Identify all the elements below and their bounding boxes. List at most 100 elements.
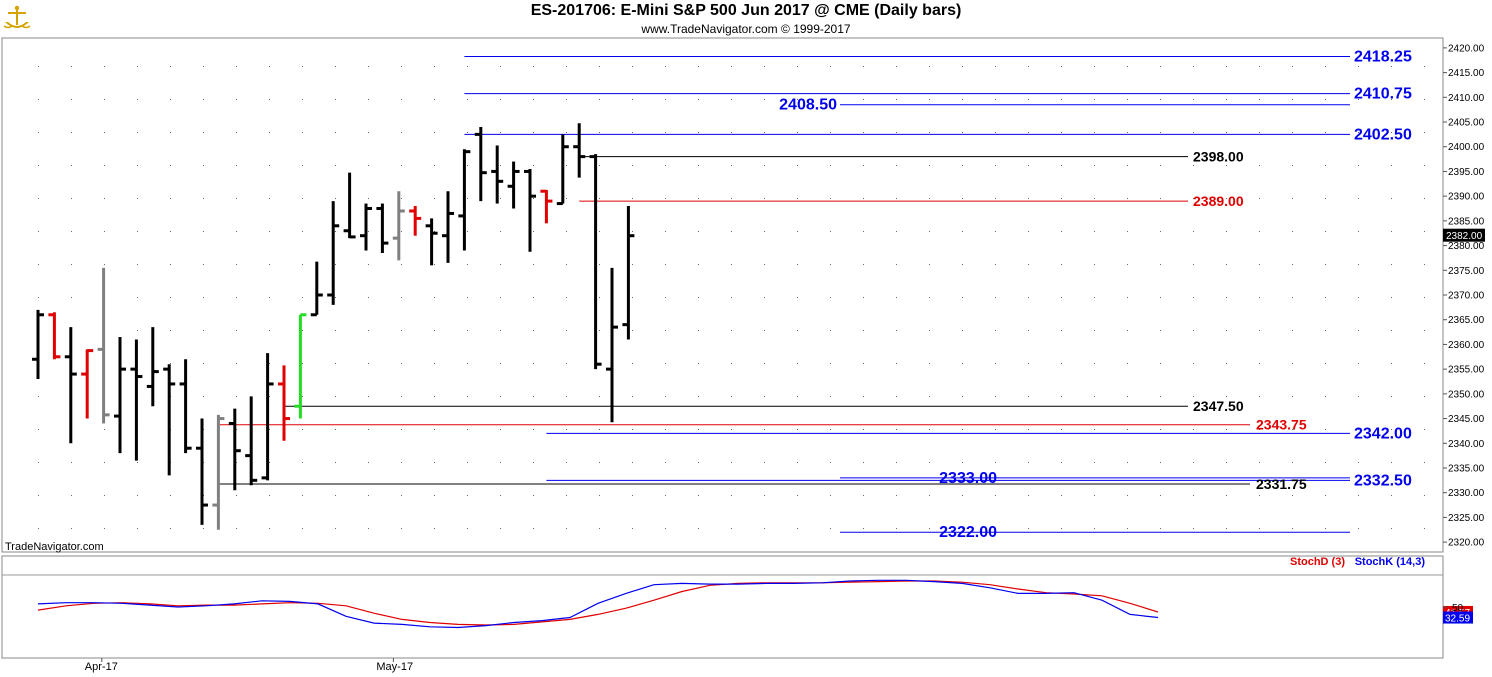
grid-dot <box>1292 330 1293 331</box>
grid-dot <box>962 198 963 199</box>
grid-dot <box>236 231 237 232</box>
grid-dot <box>1259 231 1260 232</box>
grid-dot <box>962 363 963 364</box>
grid-dot <box>1160 495 1161 496</box>
grid-dot <box>170 165 171 166</box>
grid-dot <box>863 231 864 232</box>
grid-dot <box>599 429 600 430</box>
grid-dot <box>599 462 600 463</box>
grid-dot <box>1094 363 1095 364</box>
grid-dot <box>302 66 303 67</box>
grid-dot <box>137 132 138 133</box>
grid-dot <box>104 264 105 265</box>
grid-dot <box>995 429 996 430</box>
grid-dot <box>104 66 105 67</box>
grid-dot <box>632 198 633 199</box>
grid-dot <box>1391 462 1392 463</box>
grid-dot <box>434 165 435 166</box>
grid-dot <box>731 198 732 199</box>
copyright-text: www.TradeNavigator.com © 1999-2017 <box>641 22 851 36</box>
grid-dot <box>467 396 468 397</box>
price-axis-label: 2375.00 <box>1448 266 1485 277</box>
grid-dot <box>104 132 105 133</box>
grid-dot <box>1226 363 1227 364</box>
grid-dot <box>137 330 138 331</box>
grid-dot <box>995 264 996 265</box>
ohlc-bar <box>491 145 504 204</box>
grid-dot <box>1061 462 1062 463</box>
price-axis-label: 2345.00 <box>1448 414 1485 425</box>
grid-dot <box>698 330 699 331</box>
grid-dot <box>665 429 666 430</box>
grid-dot <box>830 165 831 166</box>
grid-dot <box>1127 495 1128 496</box>
grid-dot <box>368 132 369 133</box>
grid-dot <box>764 99 765 100</box>
ohlc-bar <box>376 203 389 253</box>
grid-dot <box>269 264 270 265</box>
grid-dot <box>764 66 765 67</box>
grid-dot <box>698 495 699 496</box>
grid-dot <box>104 462 105 463</box>
grid-dot <box>1094 462 1095 463</box>
grid-dot <box>533 264 534 265</box>
grid-dot <box>1028 165 1029 166</box>
grid-dot <box>467 165 468 166</box>
grid-dot <box>170 495 171 496</box>
grid-dot <box>38 396 39 397</box>
grid-dot <box>896 264 897 265</box>
grid-dot <box>863 297 864 298</box>
grid-dot <box>665 396 666 397</box>
grid-dot <box>1127 429 1128 430</box>
chart-header: ES-201706: E-Mini S&P 500 Jun 2017 @ CME… <box>0 0 1492 38</box>
grid-dot <box>434 297 435 298</box>
grid-dot <box>1094 297 1095 298</box>
ohlc-bar <box>310 261 323 317</box>
grid-dot <box>1292 165 1293 166</box>
grid-dot <box>929 264 930 265</box>
grid-dot <box>71 297 72 298</box>
grid-dot <box>764 330 765 331</box>
grid-dot <box>269 99 270 100</box>
grid-dot <box>1424 297 1425 298</box>
grid-dot <box>335 132 336 133</box>
chart-title: ES-201706: E-Mini S&P 500 Jun 2017 @ CME… <box>530 2 962 19</box>
ohlc-bar <box>425 218 438 266</box>
grid-dot <box>1160 396 1161 397</box>
grid-dot <box>203 297 204 298</box>
stoch-last-box <box>1443 611 1473 624</box>
grid-dot <box>203 66 204 67</box>
grid-dot <box>401 396 402 397</box>
grid-dot <box>665 99 666 100</box>
grid-dot <box>1259 99 1260 100</box>
grid-dot <box>896 132 897 133</box>
ohlc-bar <box>163 364 176 476</box>
grid-dot <box>1358 198 1359 199</box>
grid-dot <box>1226 231 1227 232</box>
grid-dot <box>830 66 831 67</box>
grid-dot <box>797 99 798 100</box>
grid-dot <box>995 363 996 364</box>
grid-dot <box>1292 264 1293 265</box>
grid-dot <box>1028 462 1029 463</box>
grid-dot <box>698 429 699 430</box>
grid-dot <box>269 132 270 133</box>
last-price-label: 2382.00 <box>1446 231 1483 242</box>
grid-dot <box>38 231 39 232</box>
grid-dot <box>1391 165 1392 166</box>
grid-dot <box>302 429 303 430</box>
grid-dot <box>1292 462 1293 463</box>
grid-dot <box>698 528 699 529</box>
grid-dot <box>1061 198 1062 199</box>
grid-dot <box>434 396 435 397</box>
grid-dot <box>1424 429 1425 430</box>
grid-dot <box>467 330 468 331</box>
grid-dot <box>434 66 435 67</box>
grid-dot <box>269 198 270 199</box>
grid-dot <box>962 231 963 232</box>
grid-dot <box>1358 462 1359 463</box>
grid-dot <box>1325 264 1326 265</box>
grid-dot <box>929 396 930 397</box>
price-axis-label: 2340.00 <box>1448 439 1485 450</box>
grid-dot <box>434 462 435 463</box>
